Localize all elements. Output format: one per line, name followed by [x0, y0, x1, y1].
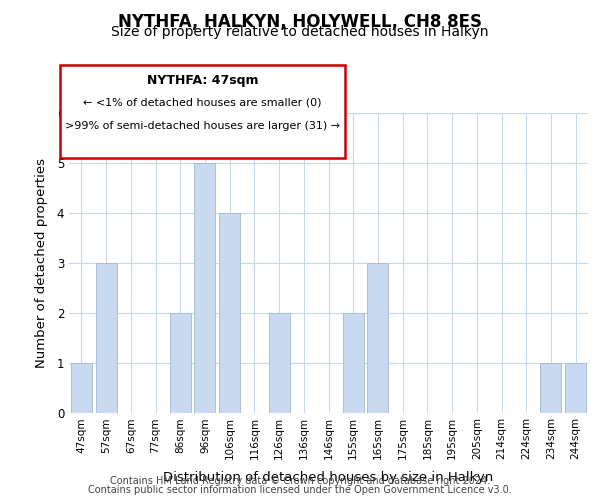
Y-axis label: Number of detached properties: Number of detached properties [35, 158, 49, 368]
Bar [170, 312, 191, 412]
X-axis label: Distribution of detached houses by size in Halkyn: Distribution of detached houses by size … [163, 470, 494, 484]
Bar [95, 262, 116, 412]
Text: >99% of semi-detached houses are larger (31) →: >99% of semi-detached houses are larger … [65, 121, 340, 131]
Bar [219, 212, 240, 412]
Text: NYTHFA: 47sqm: NYTHFA: 47sqm [147, 74, 258, 87]
Text: Contains public sector information licensed under the Open Government Licence v3: Contains public sector information licen… [88, 485, 512, 495]
Text: Size of property relative to detached houses in Halkyn: Size of property relative to detached ho… [111, 25, 489, 39]
Bar [71, 362, 92, 412]
Bar [269, 312, 290, 412]
Text: ← <1% of detached houses are smaller (0): ← <1% of detached houses are smaller (0) [83, 98, 322, 108]
Bar [541, 362, 562, 412]
Bar [367, 262, 388, 412]
Text: NYTHFA, HALKYN, HOLYWELL, CH8 8ES: NYTHFA, HALKYN, HOLYWELL, CH8 8ES [118, 12, 482, 30]
Bar [194, 162, 215, 412]
Text: Contains HM Land Registry data © Crown copyright and database right 2024.: Contains HM Land Registry data © Crown c… [110, 476, 490, 486]
Bar [565, 362, 586, 412]
Bar [343, 312, 364, 412]
